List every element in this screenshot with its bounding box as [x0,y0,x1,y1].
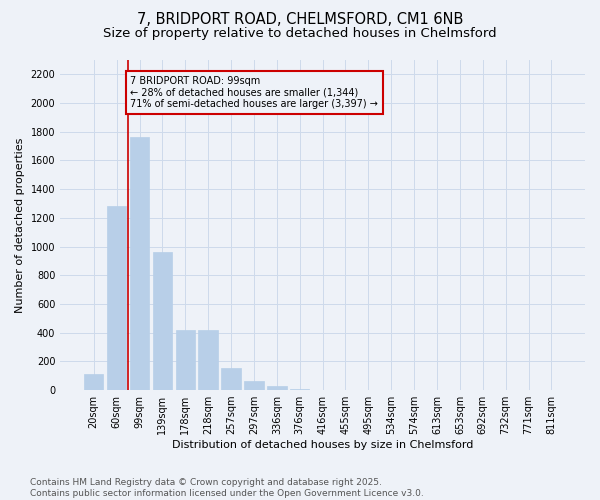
Bar [267,386,287,390]
Bar [107,206,127,390]
Bar [176,330,195,390]
X-axis label: Distribution of detached houses by size in Chelmsford: Distribution of detached houses by size … [172,440,473,450]
Text: Size of property relative to detached houses in Chelmsford: Size of property relative to detached ho… [103,28,497,40]
Y-axis label: Number of detached properties: Number of detached properties [15,138,25,312]
Bar [84,374,103,390]
Bar [290,388,310,390]
Bar [221,368,241,390]
Text: Contains HM Land Registry data © Crown copyright and database right 2025.
Contai: Contains HM Land Registry data © Crown c… [30,478,424,498]
Text: 7, BRIDPORT ROAD, CHELMSFORD, CM1 6NB: 7, BRIDPORT ROAD, CHELMSFORD, CM1 6NB [137,12,463,28]
Bar [244,381,263,390]
Bar [130,138,149,390]
Bar [152,252,172,390]
Text: 7 BRIDPORT ROAD: 99sqm
← 28% of detached houses are smaller (1,344)
71% of semi-: 7 BRIDPORT ROAD: 99sqm ← 28% of detached… [130,76,378,109]
Bar [199,330,218,390]
